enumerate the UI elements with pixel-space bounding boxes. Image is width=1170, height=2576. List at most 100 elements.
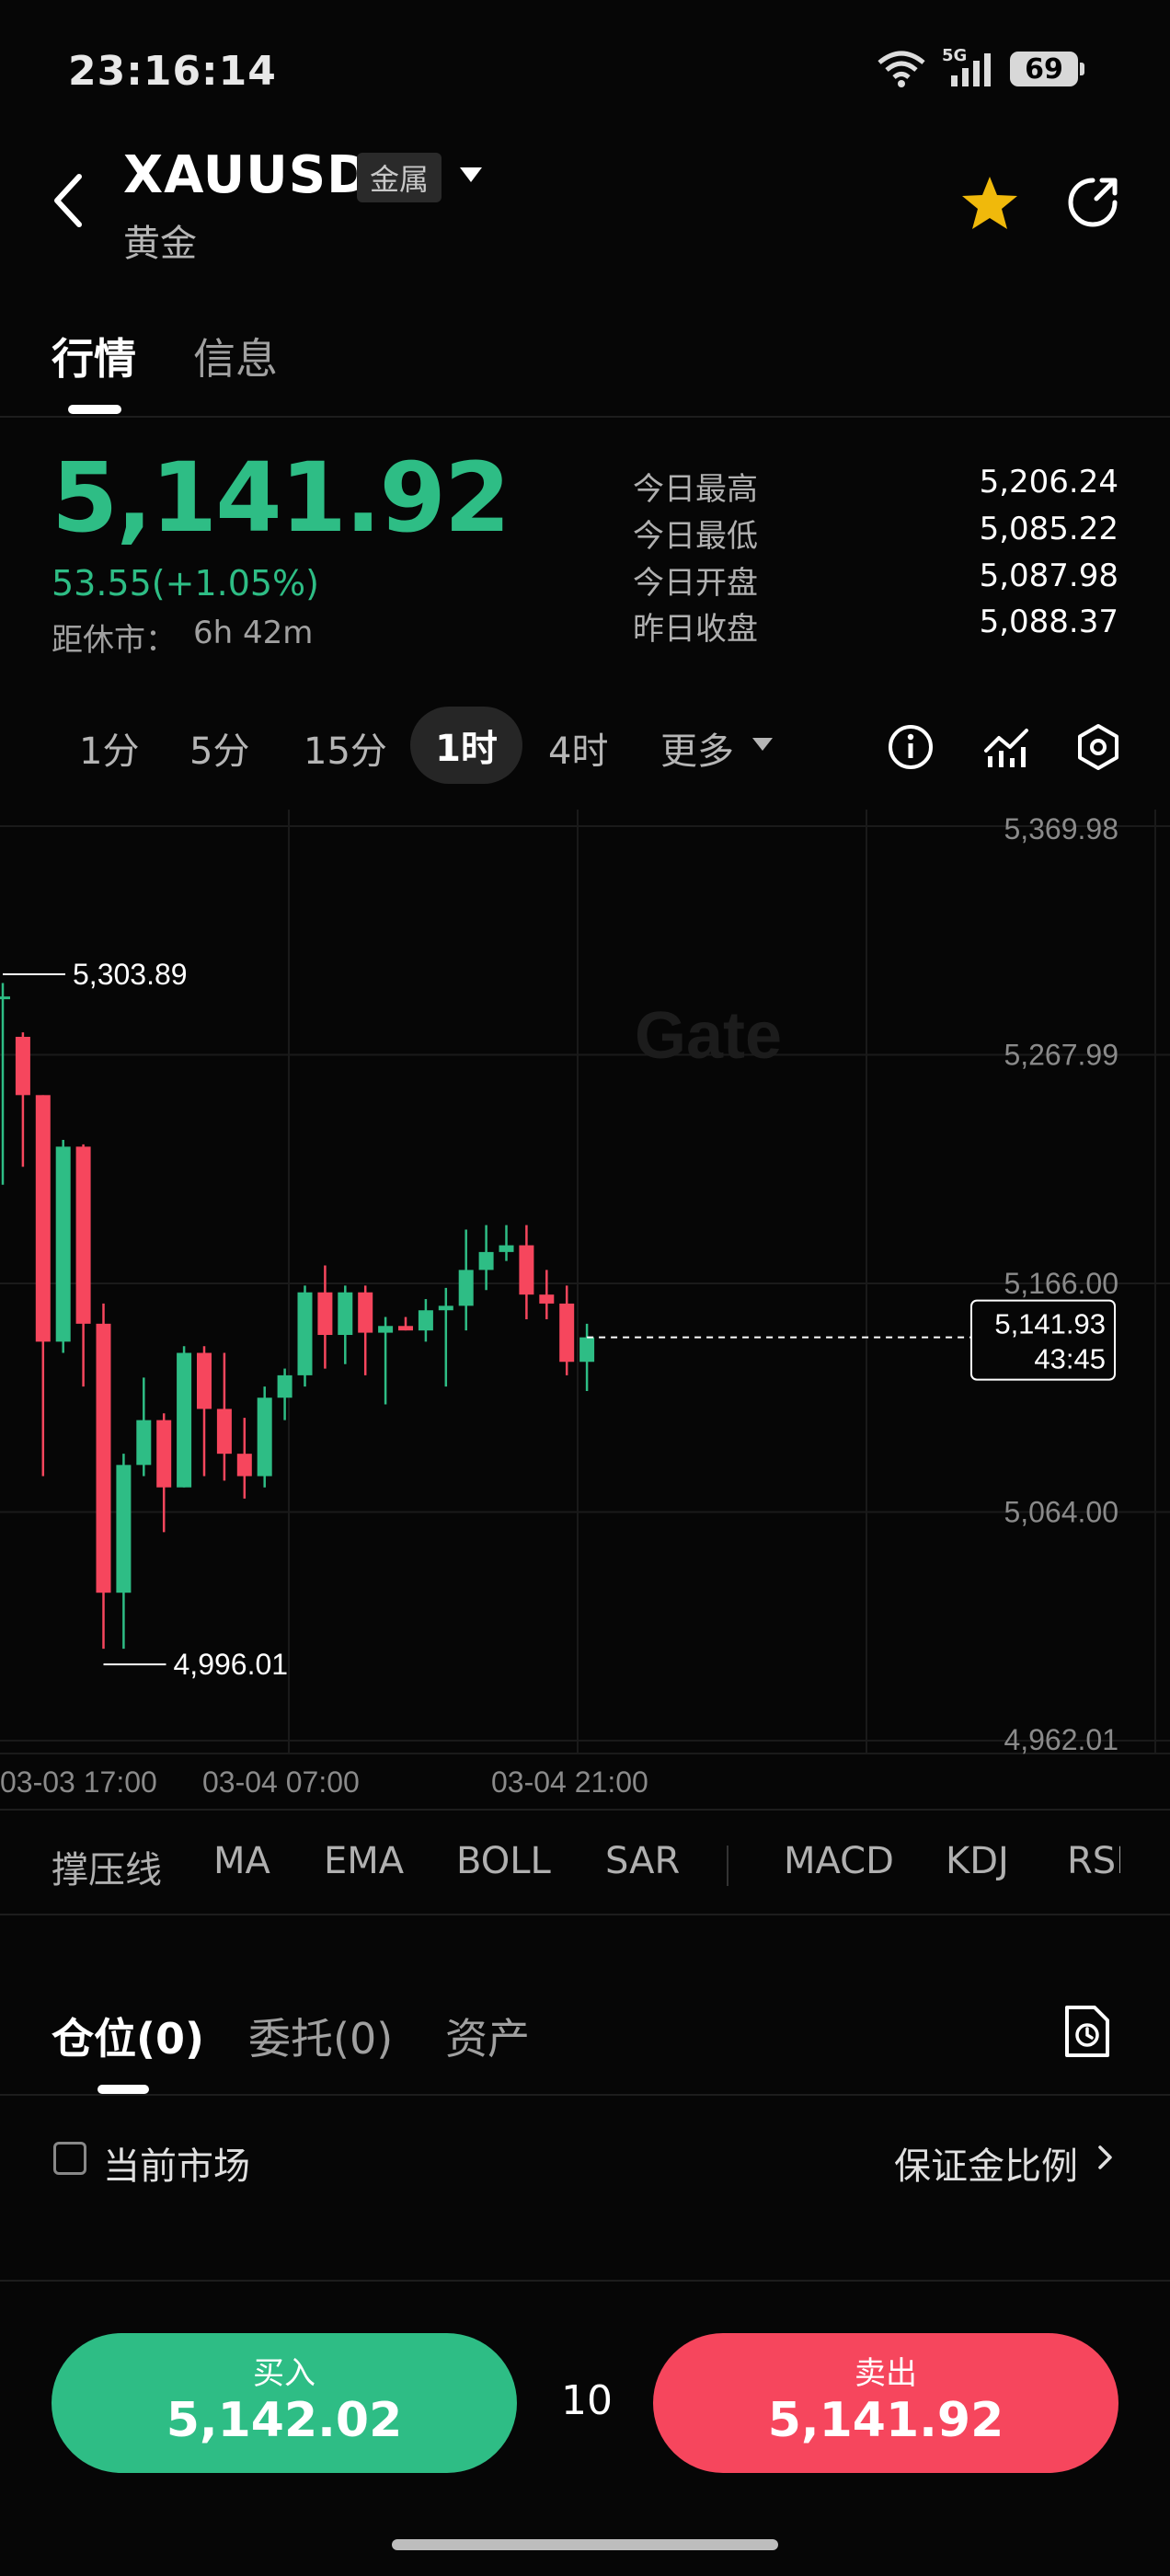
candle-body bbox=[438, 1305, 453, 1311]
more-dropdown-icon[interactable] bbox=[752, 738, 773, 751]
asset-name: 黄金 bbox=[123, 223, 197, 265]
candle-body bbox=[378, 1326, 394, 1333]
y-axis: 5,369.98 5,267.99 5,166.00 5,064.00 4,962.01 bbox=[1004, 812, 1118, 1756]
dropdown-arrow-icon[interactable] bbox=[460, 167, 482, 182]
candle-body bbox=[257, 1397, 272, 1477]
candle-body bbox=[499, 1245, 514, 1252]
divider bbox=[0, 2280, 1170, 2282]
candle-body bbox=[55, 1146, 71, 1342]
candle-body bbox=[297, 1292, 313, 1375]
tab-active-indicator bbox=[68, 405, 121, 414]
candle-body bbox=[539, 1294, 555, 1304]
buy-button[interactable]: 买入 5,142.02 bbox=[52, 2333, 517, 2473]
candle-body bbox=[216, 1409, 232, 1455]
y-tick-label: 5,064.00 bbox=[1004, 1496, 1118, 1529]
candle-body bbox=[0, 996, 10, 1000]
symbol-title[interactable]: XAUUSD bbox=[123, 145, 371, 205]
candle-body bbox=[358, 1292, 373, 1333]
x-tick-label: 03-04 07:00 bbox=[202, 1765, 360, 1799]
price-change: 53.55(+1.05%) bbox=[52, 563, 319, 604]
candle-body bbox=[177, 1352, 192, 1488]
tab-positions[interactable]: 仓位(0) bbox=[52, 2014, 205, 2064]
order-history-icon[interactable] bbox=[1063, 2004, 1111, 2059]
markers-layer: 5,303.89 4,996.01 5,141.93 43:45 bbox=[3, 958, 1116, 1681]
tab-info[interactable]: 信息 bbox=[193, 334, 278, 384]
candle-body bbox=[418, 1310, 433, 1331]
quantity-value[interactable]: 10 bbox=[561, 2377, 613, 2424]
interval-1h[interactable]: 1时 bbox=[410, 707, 522, 784]
market-close-label: 距休市： bbox=[52, 622, 177, 659]
current-market-checkbox[interactable] bbox=[53, 2142, 86, 2175]
settings-hexagon-icon[interactable] bbox=[1074, 723, 1122, 771]
chevron-right-icon[interactable] bbox=[1096, 2144, 1115, 2171]
stat-value-high: 5,206.24 bbox=[979, 464, 1118, 500]
margin-ratio-link[interactable]: 保证金比例 bbox=[894, 2145, 1078, 2188]
indicator-separator bbox=[727, 1846, 728, 1886]
sell-label: 卖出 bbox=[855, 2355, 917, 2393]
candle-body bbox=[458, 1270, 474, 1306]
market-close-countdown: 6h 42m bbox=[193, 615, 314, 651]
share-icon[interactable] bbox=[1065, 175, 1120, 230]
y-tick-label: 5,166.00 bbox=[1004, 1267, 1118, 1300]
indicator-support[interactable]: 撑压线 bbox=[52, 1849, 162, 1892]
candle-body bbox=[96, 1323, 111, 1593]
positions-tab-indicator bbox=[98, 2085, 149, 2094]
indicator-chart-icon[interactable] bbox=[982, 723, 1030, 771]
divider bbox=[0, 416, 1170, 418]
interval-15m[interactable]: 15分 bbox=[304, 730, 387, 773]
y-tick-label: 5,369.98 bbox=[1004, 812, 1118, 845]
stat-label-open: 今日开盘 bbox=[633, 565, 758, 602]
candle-body bbox=[478, 1251, 494, 1271]
stat-label-prev-close: 昨日收盘 bbox=[633, 611, 758, 648]
low-marker-label: 4,996.01 bbox=[174, 1648, 289, 1681]
interval-4h[interactable]: 4时 bbox=[548, 730, 609, 773]
interval-more[interactable]: 更多 bbox=[660, 730, 734, 773]
back-arrow-icon[interactable] bbox=[52, 173, 85, 228]
indicator-boll[interactable]: BOLL bbox=[456, 1840, 551, 1882]
candle-body bbox=[559, 1303, 575, 1363]
tab-market[interactable]: 行情 bbox=[52, 334, 136, 384]
network-type: 5G bbox=[942, 46, 968, 65]
home-indicator bbox=[392, 2539, 778, 2550]
candlestick-chart[interactable]: Gate 5,303.89 4,996.01 5,141.93 43:45 5,… bbox=[0, 810, 1170, 1803]
y-tick-label: 4,962.01 bbox=[1004, 1723, 1118, 1756]
candle-countdown-label: 43:45 bbox=[1034, 1343, 1106, 1375]
divider bbox=[0, 1809, 1170, 1811]
interval-1m[interactable]: 1分 bbox=[79, 730, 140, 773]
high-marker-label: 5,303.89 bbox=[73, 958, 188, 991]
indicator-sar[interactable]: SAR bbox=[605, 1840, 681, 1882]
stat-label-high: 今日最高 bbox=[633, 471, 758, 508]
indicator-rsi-clip: RSI bbox=[1067, 1831, 1120, 1892]
indicator-kdj[interactable]: KDJ bbox=[946, 1840, 1009, 1882]
status-icons: 5G 69 bbox=[876, 46, 1084, 88]
indicator-ema[interactable]: EMA bbox=[324, 1840, 405, 1882]
candles-layer bbox=[0, 983, 595, 1650]
current-price-label: 5,141.93 bbox=[994, 1308, 1106, 1340]
favorite-star-icon[interactable] bbox=[960, 175, 1019, 232]
x-axis: 03-03 17:00 03-04 07:00 03-04 21:00 bbox=[0, 1765, 648, 1799]
indicator-rsi[interactable]: RSI bbox=[1067, 1840, 1120, 1882]
indicator-macd[interactable]: MACD bbox=[784, 1840, 894, 1882]
info-icon[interactable] bbox=[887, 723, 935, 771]
candle-body bbox=[317, 1292, 333, 1336]
divider bbox=[0, 2094, 1170, 2096]
battery-icon: 69 bbox=[1010, 52, 1084, 86]
current-market-label[interactable]: 当前市场 bbox=[103, 2145, 250, 2188]
candle-body bbox=[277, 1374, 292, 1398]
tab-assets[interactable]: 资产 bbox=[445, 2014, 530, 2064]
interval-5m[interactable]: 5分 bbox=[189, 730, 250, 773]
candle-body bbox=[338, 1292, 353, 1336]
stat-label-low: 今日最低 bbox=[633, 518, 758, 555]
current-price-box bbox=[970, 1299, 1116, 1381]
sell-price: 5,141.92 bbox=[767, 2392, 1004, 2448]
sell-button[interactable]: 卖出 5,141.92 bbox=[653, 2333, 1118, 2473]
candle-body bbox=[398, 1326, 413, 1331]
stat-value-open: 5,087.98 bbox=[979, 558, 1118, 594]
wifi-icon bbox=[878, 51, 925, 87]
candle-body bbox=[156, 1420, 172, 1488]
buy-label: 买入 bbox=[253, 2355, 315, 2393]
x-tick-label: 03-04 21:00 bbox=[491, 1765, 648, 1799]
candle-body bbox=[519, 1245, 534, 1295]
indicator-ma[interactable]: MA bbox=[213, 1840, 270, 1882]
tab-orders[interactable]: 委托(0) bbox=[248, 2014, 394, 2064]
